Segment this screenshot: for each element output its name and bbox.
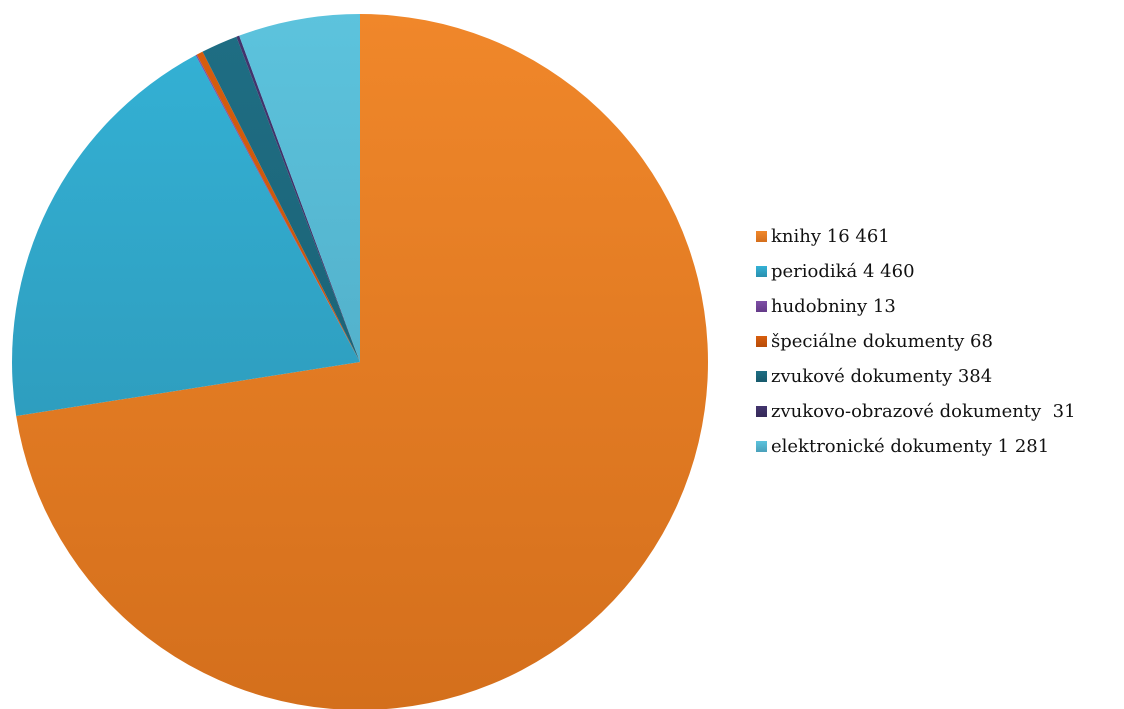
legend-swatch xyxy=(756,231,767,242)
pie-slice-knihy-16-461 xyxy=(16,14,708,709)
legend-swatch xyxy=(756,336,767,347)
pie-slice-specialne-dokumenty-68 xyxy=(196,51,360,363)
legend-swatch xyxy=(756,371,767,382)
legend-label: elektronické dokumenty 1 281 xyxy=(771,436,1050,457)
legend-item-knihy-16-461: knihy 16 461 xyxy=(756,219,1076,254)
pie-slice-periodika-4-460 xyxy=(11,55,360,416)
legend-item-specialne-dokumenty-68: špeciálne dokumenty 68 xyxy=(756,324,1076,359)
legend-label: zvukové dokumenty 384 xyxy=(771,366,993,387)
legend-label: zvukovo-obrazové dokumenty 31 xyxy=(771,401,1076,422)
pie-slice-zvukovo-obrazove-dokumenty-31 xyxy=(236,35,360,363)
legend-swatch xyxy=(756,266,767,277)
pie-slices xyxy=(11,14,708,709)
chart-legend: knihy 16 461 periodiká 4 460 hudobniny 13 š… xyxy=(756,219,1076,464)
legend-label: hudobniny 13 xyxy=(771,296,896,317)
legend-item-periodika-4-460: periodiká 4 460 xyxy=(756,254,1076,289)
legend-label: knihy 16 461 xyxy=(771,226,890,247)
legend-item-zvukove-dokumenty-384: zvukové dokumenty 384 xyxy=(756,359,1076,394)
legend-swatch xyxy=(756,301,767,312)
legend-item-hudobniny-13: hudobniny 13 xyxy=(756,289,1076,324)
legend-label: špeciálne dokumenty 68 xyxy=(771,331,993,352)
legend-swatch xyxy=(756,441,767,452)
legend-swatch xyxy=(756,406,767,417)
legend-label: periodiká 4 460 xyxy=(771,261,915,282)
legend-item-zvukovo-obrazove-dokumenty-31: zvukovo-obrazové dokumenty 31 xyxy=(756,394,1076,429)
pie-slice-elektronicke-dokumenty-1-281 xyxy=(239,14,360,362)
pie-slice-zvukove-dokumenty-384 xyxy=(202,36,360,362)
pie-slice-hudobniny-13 xyxy=(195,54,360,363)
legend-item-elektronicke-dokumenty-1-281: elektronické dokumenty 1 281 xyxy=(756,429,1076,464)
